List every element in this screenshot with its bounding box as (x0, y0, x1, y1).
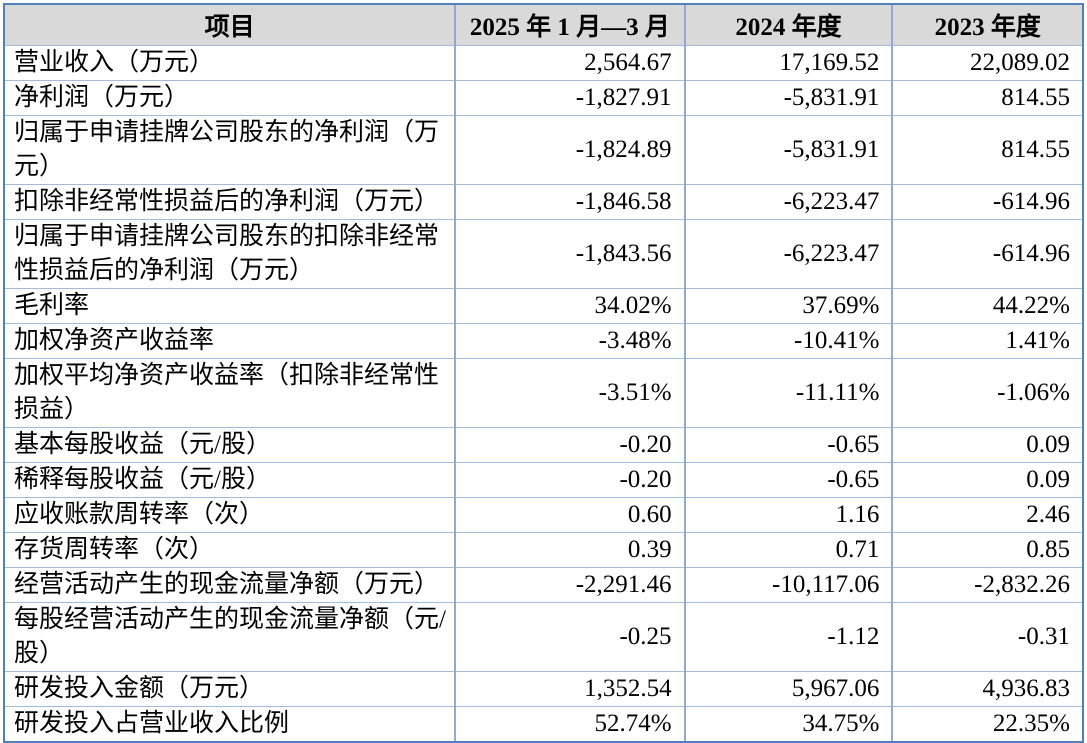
row-value: 1.16 (683, 497, 894, 533)
row-value: -2,291.46 (454, 567, 686, 603)
row-value: -11.11% (683, 358, 894, 428)
table-row: 每股经营活动产生的现金流量净额（元/股） -0.25 -1.12 -0.31 (3, 602, 1083, 672)
table-row: 应收账款周转率（次） 0.60 1.16 2.46 (3, 497, 1083, 533)
row-label: 净利润（万元） (3, 80, 457, 116)
table-row: 加权净资产收益率 -3.48% -10.41% 1.41% (3, 323, 1083, 359)
table-body: 营业收入（万元） 2,564.67 17,169.52 22,089.02 净利润（万元… (3, 45, 1083, 742)
row-value: 37.69% (683, 288, 894, 324)
row-label: 每股经营活动产生的现金流量净额（元/股） (3, 602, 457, 672)
table-row: 研发投入金额（万元） 1,352.54 5,967.06 4,936.83 (3, 671, 1083, 707)
row-value: -0.65 (683, 462, 894, 498)
row-value: -6,223.47 (683, 184, 894, 220)
row-value: -0.20 (454, 462, 686, 498)
row-value: -3.51% (454, 358, 686, 428)
column-header-period-2025: 2025 年 1 月—3 月 (454, 4, 686, 46)
row-value: 0.85 (891, 532, 1083, 568)
row-value: -0.65 (683, 427, 894, 463)
row-label: 基本每股收益（元/股） (3, 427, 457, 463)
document-page: 项目 2025 年 1 月—3 月 2024 年度 2023 年度 营业收入（万… (3, 3, 1084, 743)
row-value: -1,824.89 (454, 115, 686, 185)
row-label: 经营活动产生的现金流量净额（万元） (3, 567, 457, 603)
row-value: 814.55 (891, 80, 1083, 116)
table-row: 经营活动产生的现金流量净额（万元） -2,291.46 -10,117.06 -2,8… (3, 567, 1083, 603)
row-label: 归属于申请挂牌公司股东的扣除非经常性损益后的净利润（万元） (3, 219, 457, 289)
row-value: -614.96 (891, 184, 1083, 220)
row-value: 4,936.83 (891, 671, 1083, 707)
row-value: 22.35% (891, 706, 1083, 742)
row-value: -0.31 (891, 602, 1083, 672)
row-value: 0.09 (891, 427, 1083, 463)
table-row: 归属于申请挂牌公司股东的净利润（万元） -1,824.89 -5,831.91 814… (3, 115, 1083, 185)
row-label: 研发投入占营业收入比例 (3, 706, 457, 742)
row-label: 归属于申请挂牌公司股东的净利润（万元） (3, 115, 457, 185)
row-value: 44.22% (891, 288, 1083, 324)
row-value: -1,846.58 (454, 184, 686, 220)
table-row: 毛利率 34.02% 37.69% 44.22% (3, 288, 1083, 324)
table-row: 研发投入占营业收入比例 52.74% 34.75% 22.35% (3, 706, 1083, 742)
row-value: 17,169.52 (683, 45, 894, 81)
financial-summary-table-wrap: 项目 2025 年 1 月—3 月 2024 年度 2023 年度 营业收入（万… (3, 3, 1084, 743)
row-label: 加权平均净资产收益率（扣除非经常性损益） (3, 358, 457, 428)
table-row: 营业收入（万元） 2,564.67 17,169.52 22,089.02 (3, 45, 1083, 81)
table-row: 基本每股收益（元/股） -0.20 -0.65 0.09 (3, 427, 1083, 463)
row-value: 1,352.54 (454, 671, 686, 707)
row-value: 0.60 (454, 497, 686, 533)
row-value: -1,827.91 (454, 80, 686, 116)
row-value: -10,117.06 (683, 567, 894, 603)
row-value: -2,832.26 (891, 567, 1083, 603)
row-label: 稀释每股收益（元/股） (3, 462, 457, 498)
row-label: 研发投入金额（万元） (3, 671, 457, 707)
row-value: -0.20 (454, 427, 686, 463)
table-header-row: 项目 2025 年 1 月—3 月 2024 年度 2023 年度 (3, 4, 1083, 46)
row-value: -614.96 (891, 219, 1083, 289)
row-value: 814.55 (891, 115, 1083, 185)
row-value: 2.46 (891, 497, 1083, 533)
row-value: 2,564.67 (454, 45, 686, 81)
column-header-year-2023: 2023 年度 (891, 4, 1083, 46)
row-label: 加权净资产收益率 (3, 323, 457, 359)
table-row: 扣除非经常性损益后的净利润（万元） -1,846.58 -6,223.47 -614.… (3, 184, 1083, 220)
row-value: 0.39 (454, 532, 686, 568)
row-value: -5,831.91 (683, 115, 894, 185)
row-value: -0.25 (454, 602, 686, 672)
row-value: 52.74% (454, 706, 686, 742)
row-value: 22,089.02 (891, 45, 1083, 81)
table-row: 归属于申请挂牌公司股东的扣除非经常性损益后的净利润（万元） -1,843.56 -6… (3, 219, 1083, 289)
row-value: -1.12 (683, 602, 894, 672)
row-value: 34.75% (683, 706, 894, 742)
row-label: 存货周转率（次） (3, 532, 457, 568)
row-value: -1,843.56 (454, 219, 686, 289)
row-value: 0.09 (891, 462, 1083, 498)
row-value: 0.71 (683, 532, 894, 568)
row-value: 1.41% (891, 323, 1083, 359)
row-label: 毛利率 (3, 288, 457, 324)
row-label: 扣除非经常性损益后的净利润（万元） (3, 184, 457, 220)
table-row: 净利润（万元） -1,827.91 -5,831.91 814.55 (3, 80, 1083, 116)
row-value: -5,831.91 (683, 80, 894, 116)
row-value: -10.41% (683, 323, 894, 359)
row-value: -1.06% (891, 358, 1083, 428)
table-row: 稀释每股收益（元/股） -0.20 -0.65 0.09 (3, 462, 1083, 498)
row-value: 5,967.06 (683, 671, 894, 707)
table-row: 存货周转率（次） 0.39 0.71 0.85 (3, 532, 1083, 568)
row-label: 营业收入（万元） (3, 45, 457, 81)
column-header-item: 项目 (3, 4, 457, 46)
row-value: -6,223.47 (683, 219, 894, 289)
row-label: 应收账款周转率（次） (3, 497, 457, 533)
financial-summary-table: 项目 2025 年 1 月—3 月 2024 年度 2023 年度 营业收入（万… (3, 4, 1083, 742)
row-value: 34.02% (454, 288, 686, 324)
table-row: 加权平均净资产收益率（扣除非经常性损益） -3.51% -11.11% -1.06% (3, 358, 1083, 428)
row-value: -3.48% (454, 323, 686, 359)
column-header-year-2024: 2024 年度 (683, 4, 894, 46)
